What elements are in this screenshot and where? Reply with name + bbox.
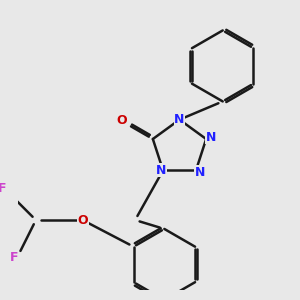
Text: O: O [116, 114, 127, 127]
Text: N: N [156, 164, 166, 177]
Text: O: O [77, 214, 88, 226]
Text: F: F [9, 251, 18, 264]
Text: N: N [206, 130, 216, 144]
Text: N: N [174, 113, 185, 126]
Text: N: N [194, 166, 205, 179]
Text: F: F [0, 182, 6, 195]
